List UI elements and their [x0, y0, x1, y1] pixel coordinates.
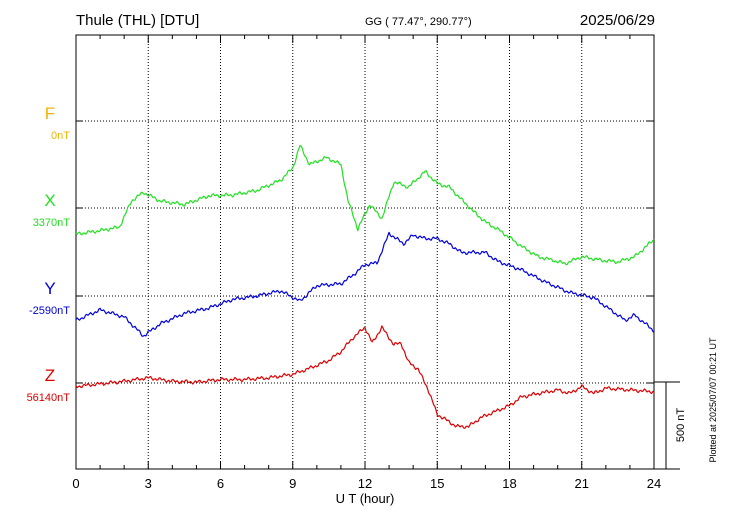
series-name-y: Y [44, 279, 55, 298]
x-tick-labels: 0 3 6 9 12 15 18 21 24 [72, 476, 661, 491]
scale-bar-label: 500 nT [675, 408, 687, 443]
x-tick-label: 6 [217, 476, 224, 491]
x-tick-label: 15 [430, 476, 444, 491]
x-tick-label: 9 [289, 476, 296, 491]
axis-ticks [75, 35, 655, 469]
x-tick-label: 12 [358, 476, 372, 491]
x-tick-label: 24 [647, 476, 661, 491]
series-baseline-x: 3370nT [33, 217, 71, 229]
series-line-x [75, 144, 655, 266]
series-labels: F 0nT X 3370nT Y -2590nT Z 56140nT [27, 104, 71, 404]
series-line-z [75, 325, 655, 429]
series-name-f: F [45, 104, 55, 123]
record-date: 2025/06/29 [580, 12, 655, 29]
series-baseline-z: 56140nT [27, 392, 71, 404]
station-title: Thule (THL) [DTU] [76, 12, 199, 29]
series-name-x: X [44, 191, 55, 210]
x-tick-label: 0 [72, 476, 79, 491]
series-name-z: Z [45, 366, 55, 385]
series-lines [75, 144, 655, 429]
series-line-y [75, 231, 655, 337]
series-baseline-f: 0nT [51, 130, 70, 142]
x-tick-label: 3 [145, 476, 152, 491]
plotted-timestamp: Plotted at 2025/07/07 00:21 UT [708, 337, 718, 463]
x-tick-label: 21 [575, 476, 589, 491]
series-baseline-y: -2590nT [29, 305, 70, 317]
grid-lines [76, 35, 654, 469]
scale-bar [654, 381, 680, 470]
station-coordinates: GG ( 77.47°, 290.77°) [365, 16, 472, 28]
x-axis-label: U T (hour) [336, 491, 395, 506]
x-tick-label: 18 [502, 476, 516, 491]
